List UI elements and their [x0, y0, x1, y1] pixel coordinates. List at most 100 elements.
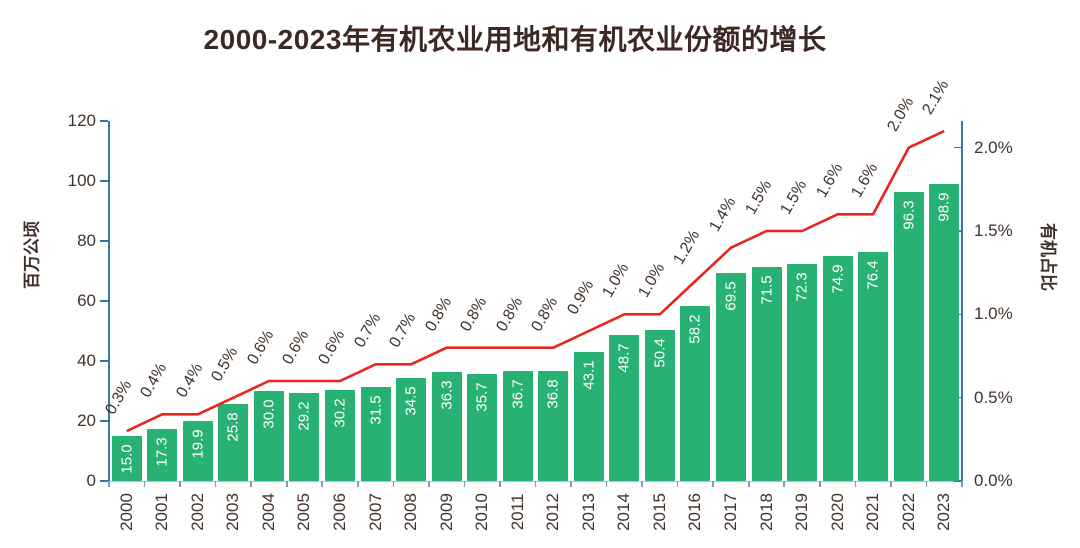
bar	[111, 436, 142, 481]
x-axis-tick	[321, 481, 324, 487]
bar	[182, 421, 213, 481]
x-tick-label: 2012	[543, 493, 563, 531]
x-axis-tick	[392, 481, 395, 487]
x-tick-label: 2019	[792, 493, 812, 531]
x-tick-label: 2011	[507, 493, 527, 531]
x-axis-tick	[570, 481, 572, 487]
x-axis-tick	[428, 481, 430, 487]
right-axis-line	[961, 121, 963, 481]
x-axis-tick	[605, 481, 608, 487]
bar	[680, 306, 711, 481]
bar	[893, 192, 924, 481]
bar	[431, 372, 462, 481]
x-tick-label: 2006	[330, 493, 350, 531]
bar	[715, 272, 746, 481]
bar	[609, 334, 640, 481]
x-axis-tick	[214, 481, 217, 487]
bar	[325, 390, 356, 481]
x-tick-label: 2007	[365, 493, 385, 531]
right-axis-tick	[954, 146, 962, 149]
bar	[787, 264, 818, 481]
x-axis-tick	[356, 481, 359, 487]
x-tick-label: 2021	[863, 493, 883, 531]
bar	[573, 351, 604, 481]
x-axis-tick	[854, 481, 857, 487]
y-tick-label-left: 40	[77, 351, 96, 370]
y-tick-label-right: 0.0%	[974, 471, 1013, 490]
left-axis-title: 百万公顷	[22, 221, 42, 289]
x-tick-label: 2009	[436, 493, 456, 531]
x-tick-label: 2000	[116, 493, 136, 531]
bar	[360, 386, 391, 481]
left-axis-tick	[100, 420, 108, 422]
x-axis-tick	[108, 481, 110, 487]
x-axis-tick	[534, 481, 537, 487]
x-axis-tick	[819, 481, 821, 487]
x-tick-label: 2002	[187, 493, 207, 531]
x-axis-tick	[783, 481, 786, 487]
x-tick-label: 2018	[756, 493, 776, 531]
x-axis-tick	[641, 481, 643, 487]
bar	[289, 393, 320, 481]
left-axis-tick	[100, 300, 108, 302]
y-tick-label-left: 120	[67, 111, 96, 130]
chart-title: 2000-2023年有机农业用地和有机农业份额的增长	[203, 24, 827, 55]
y-tick-label-left: 60	[77, 291, 96, 310]
y-tick-label-left: 80	[77, 231, 96, 250]
x-tick-label: 2013	[578, 493, 598, 531]
percent-label: 2.1%	[919, 77, 953, 118]
x-tick-label: 2004	[258, 493, 278, 531]
x-tick-label: 2020	[827, 493, 847, 531]
left-axis-tick	[100, 180, 108, 182]
bar	[538, 370, 569, 481]
x-tick-label: 2008	[401, 493, 421, 531]
bar	[396, 377, 427, 481]
x-axis-tick	[250, 481, 252, 487]
x-axis-tick	[890, 481, 892, 487]
bar	[467, 373, 498, 481]
x-axis-tick	[712, 481, 714, 487]
y-tick-label-left: 20	[77, 411, 96, 430]
trend-line-path	[126, 129, 945, 433]
left-axis-tick	[100, 360, 108, 362]
y-tick-label-right: 1.5%	[974, 221, 1013, 240]
x-tick-label: 2001	[152, 493, 172, 531]
left-axis-tick	[100, 480, 108, 482]
x-axis-tick	[676, 481, 679, 487]
x-axis-tick	[499, 481, 501, 487]
x-tick-label: 2022	[898, 493, 918, 531]
x-tick-label: 2017	[720, 493, 740, 531]
left-axis-tick	[100, 240, 108, 242]
bar	[253, 391, 284, 481]
x-axis-tick	[463, 481, 466, 487]
x-tick-label: 2015	[649, 493, 669, 531]
left-axis-line	[108, 121, 110, 481]
x-axis-tick	[143, 481, 146, 487]
x-tick-label: 2005	[294, 493, 314, 531]
bar	[644, 329, 675, 481]
right-axis-title: 有机占比	[1038, 223, 1058, 291]
bar	[218, 403, 249, 481]
y-tick-label-left: 100	[67, 171, 96, 190]
y-tick-label-right: 1.0%	[974, 304, 1013, 324]
bar	[502, 370, 533, 481]
bar	[929, 184, 960, 481]
trend-line	[126, 129, 945, 433]
x-tick-label: 2023	[934, 493, 954, 531]
x-tick-label: 2010	[472, 493, 492, 531]
x-tick-label: 2003	[223, 493, 243, 531]
bar	[751, 266, 782, 481]
bar	[858, 251, 889, 481]
y-tick-label-right: 0.5%	[974, 387, 1013, 407]
plot-area: 0 20 40 60 80 100 120 0.0% 0.5% 1.0% 1.5% 2.0% 15.0 2…	[68, 77, 1013, 530]
x-axis-tick	[747, 481, 750, 487]
y-tick-label-right: 2.0%	[974, 137, 1013, 157]
x-tick-label: 2016	[685, 493, 705, 531]
x-axis-tick	[925, 481, 928, 487]
bar	[822, 256, 853, 481]
x-axis-tick	[179, 481, 181, 487]
x-axis-tick	[961, 481, 963, 487]
x-tick-label: 2014	[614, 493, 634, 531]
left-axis-tick	[100, 120, 108, 122]
